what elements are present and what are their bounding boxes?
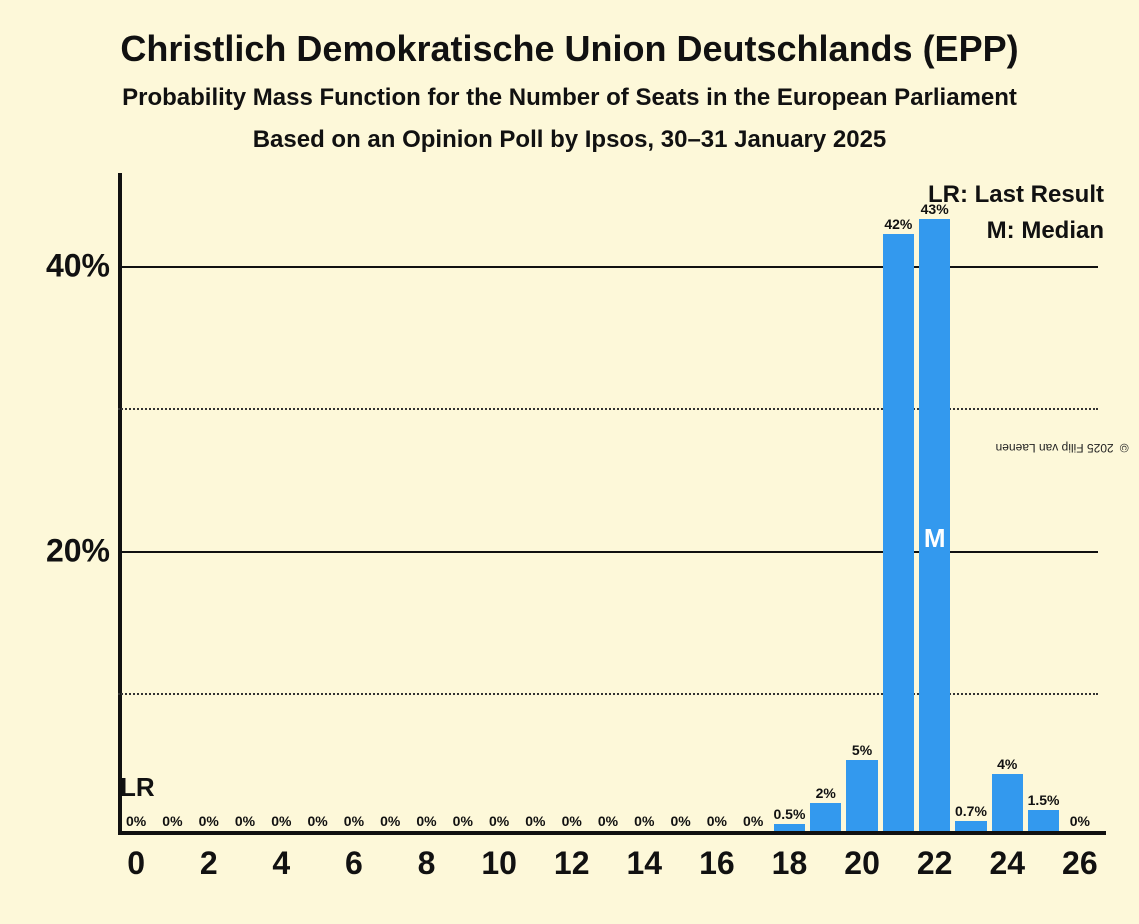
bar-value-label: 0%	[199, 813, 219, 829]
bar-value-label: 4%	[997, 756, 1017, 772]
bar: 5%	[846, 760, 877, 831]
bar-value-label: 42%	[884, 216, 912, 232]
bar-value-label: 0%	[307, 813, 327, 829]
bar: 42%	[883, 234, 914, 831]
bar-value-label: 0%	[453, 813, 473, 829]
bar-value-label: 5%	[852, 742, 872, 758]
bar-value-label: 1.5%	[1028, 792, 1060, 808]
gridline-major	[118, 266, 1098, 268]
copyright-text: © 2025 Filip van Laenen	[996, 441, 1131, 455]
legend-last-result: LR: Last Result	[928, 181, 1104, 209]
chart-header: Christlich Demokratische Union Deutschla…	[0, 0, 1139, 154]
bar: 2%	[810, 803, 841, 831]
bar: 1.5%	[1028, 810, 1059, 831]
bar-value-label: 0%	[380, 813, 400, 829]
bar-value-label: 0%	[1070, 813, 1090, 829]
bar-value-label: 0%	[598, 813, 618, 829]
legend-median: M: Median	[987, 217, 1104, 245]
y-tick-label: 20%	[46, 532, 110, 569]
x-tick-label: 18	[772, 845, 808, 882]
bar-value-label: 0.7%	[955, 803, 987, 819]
bar: 0.5%	[774, 824, 805, 831]
x-tick-label: 16	[699, 845, 735, 882]
x-tick-label: 26	[1062, 845, 1098, 882]
chart-area: 20%40%0%00%0%20%0%40%0%60%0%80%0%100%0%1…	[118, 195, 1098, 835]
x-tick-label: 22	[917, 845, 953, 882]
bar-value-label: 0%	[743, 813, 763, 829]
y-axis	[118, 173, 122, 835]
chart-subtitle-2: Based on an Opinion Poll by Ipsos, 30–31…	[0, 126, 1139, 154]
x-tick-label: 6	[345, 845, 363, 882]
bar-value-label: 0%	[707, 813, 727, 829]
median-marker: M	[924, 523, 946, 554]
bar-value-label: 0%	[562, 813, 582, 829]
gridline-minor	[118, 693, 1098, 695]
chart-subtitle: Probability Mass Function for the Number…	[0, 84, 1139, 112]
bar-value-label: 0%	[235, 813, 255, 829]
bar-value-label: 0.5%	[773, 806, 805, 822]
bar-value-label: 0%	[271, 813, 291, 829]
bar-value-label: 0%	[525, 813, 545, 829]
bar-value-label: 2%	[816, 785, 836, 801]
x-tick-label: 2	[200, 845, 218, 882]
bar: 0.7%	[955, 821, 986, 831]
x-tick-label: 4	[272, 845, 290, 882]
bar-value-label: 0%	[162, 813, 182, 829]
x-tick-label: 0	[127, 845, 145, 882]
x-tick-label: 14	[626, 845, 662, 882]
last-result-marker: LR	[120, 772, 155, 803]
y-tick-label: 40%	[46, 248, 110, 285]
x-axis	[118, 831, 1106, 835]
x-tick-label: 10	[481, 845, 517, 882]
bar-value-label: 0%	[126, 813, 146, 829]
x-tick-label: 24	[989, 845, 1025, 882]
bar-value-label: 0%	[489, 813, 509, 829]
bar: 4%	[992, 774, 1023, 831]
x-tick-label: 8	[418, 845, 436, 882]
bar-value-label: 0%	[634, 813, 654, 829]
bar-value-label: 0%	[416, 813, 436, 829]
x-tick-label: 12	[554, 845, 590, 882]
bar-value-label: 0%	[344, 813, 364, 829]
gridline-major	[118, 551, 1098, 553]
gridline-minor	[118, 408, 1098, 410]
x-tick-label: 20	[844, 845, 880, 882]
bar-value-label: 0%	[670, 813, 690, 829]
chart-title: Christlich Demokratische Union Deutschla…	[0, 28, 1139, 70]
